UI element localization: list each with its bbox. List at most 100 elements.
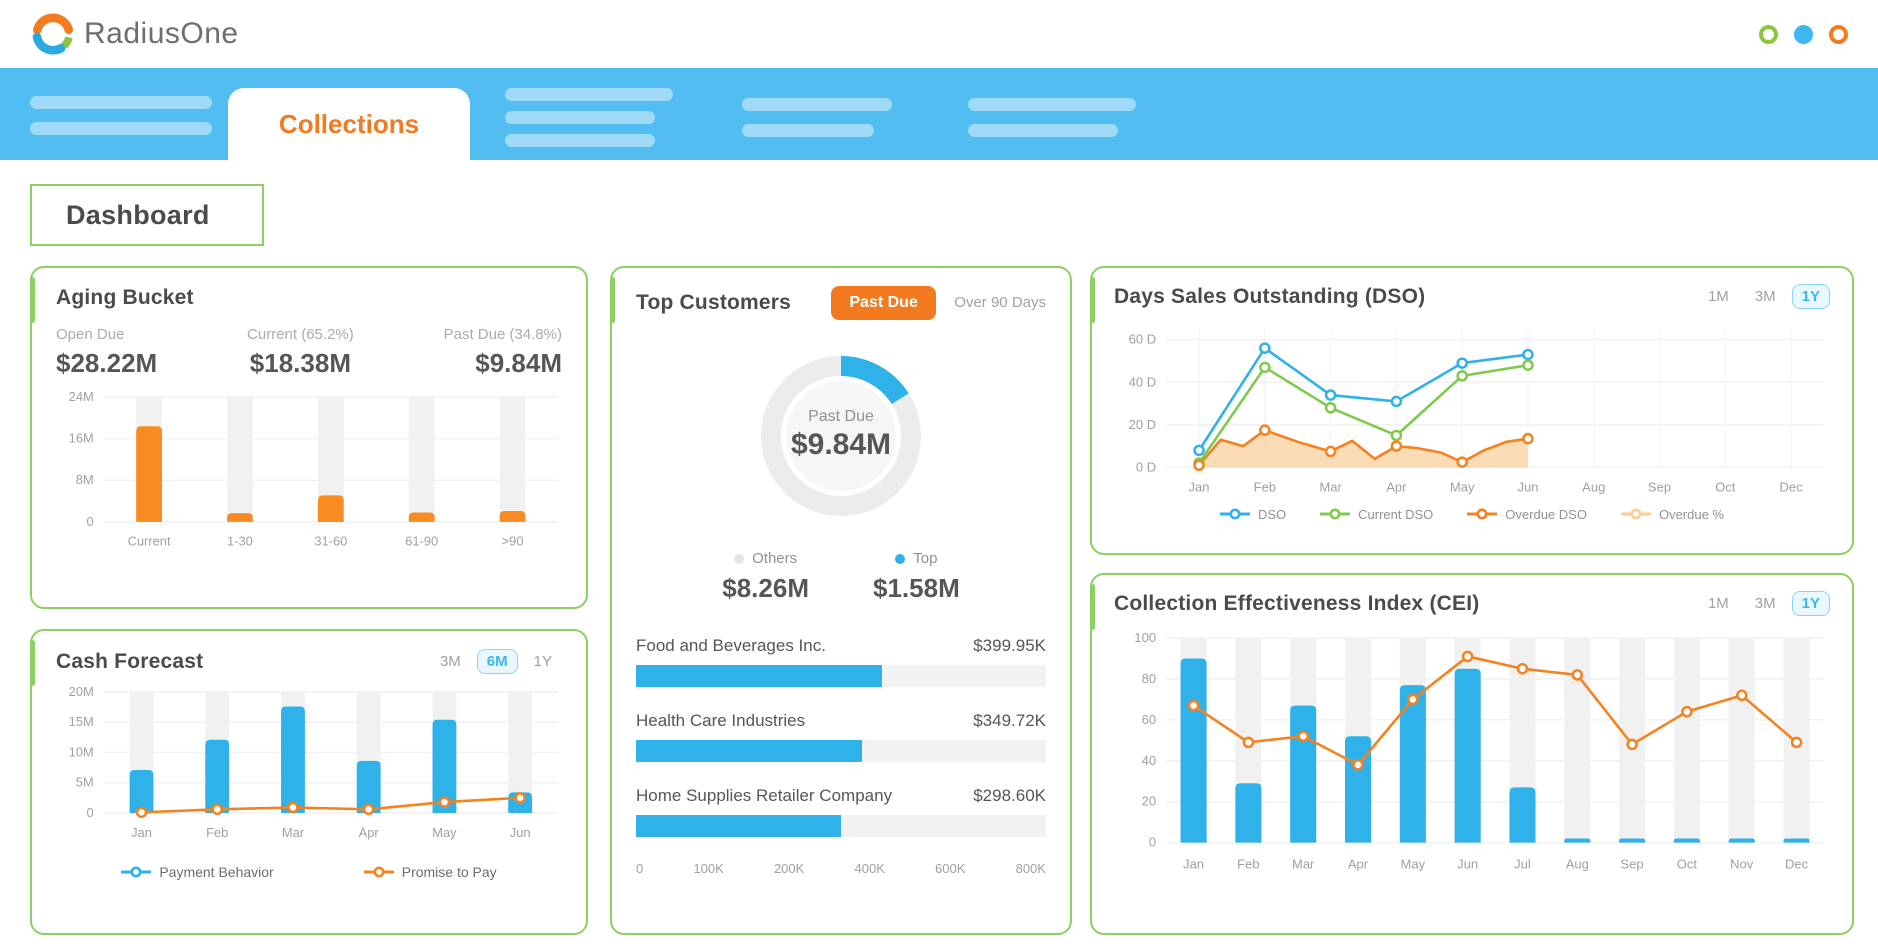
customer-amount: $298.60K xyxy=(973,786,1046,805)
svg-text:Jun: Jun xyxy=(1517,479,1538,494)
toggle-1m[interactable]: 1M xyxy=(1698,591,1739,616)
top-customers-toggle: Past Due Over 90 Days xyxy=(831,286,1046,320)
axis-tick: 600K xyxy=(935,861,966,876)
cash-forecast-legend: Payment Behavior Promise to Pay xyxy=(56,864,562,880)
tab-collections[interactable]: Collections xyxy=(228,88,470,160)
brand-name: RadiusOne xyxy=(84,17,239,50)
aging-bucket-stats: Open Due $28.22M Current (65.2%) $18.38M… xyxy=(56,326,562,379)
top-customers-donut: Past Due $9.84M xyxy=(636,346,1046,526)
nav-placeholder xyxy=(505,134,655,147)
aging-bucket-card: Aging Bucket Open Due $28.22M Current (6… xyxy=(30,266,588,609)
nav-placeholder xyxy=(505,88,673,101)
top-label: Top xyxy=(913,550,938,567)
svg-text:Mar: Mar xyxy=(282,825,305,840)
cash-forecast-range-toggle: 3M 6M 1Y xyxy=(430,649,562,674)
svg-text:Jan: Jan xyxy=(1183,857,1204,872)
svg-text:60: 60 xyxy=(1142,712,1156,727)
svg-text:Jan: Jan xyxy=(1189,479,1210,494)
legend-label: Current DSO xyxy=(1358,506,1434,522)
cash-forecast-card: Cash Forecast 3M 6M 1Y 0 5M 10M 15M 20M Jan Fe… xyxy=(30,629,588,935)
toggle-3m[interactable]: 3M xyxy=(1745,284,1786,309)
cei-card: Collection Effectiveness Index (CEI) 1M … xyxy=(1090,573,1854,935)
svg-text:Aug: Aug xyxy=(1582,479,1605,494)
legend-label: Overdue DSO xyxy=(1505,506,1587,522)
svg-text:Aug: Aug xyxy=(1566,857,1589,872)
customer-row[interactable]: Food and Beverages Inc. $399.95K xyxy=(636,636,1046,687)
nav-bar: Collections xyxy=(0,68,1878,160)
nav-placeholder xyxy=(968,98,1136,111)
customer-bar-track xyxy=(636,815,1046,837)
brand-logo-icon xyxy=(32,13,74,55)
svg-text:24M: 24M xyxy=(69,389,94,404)
legend-item-dso[interactable]: DSO xyxy=(1219,507,1286,522)
blue-dot-icon[interactable] xyxy=(1794,24,1813,44)
svg-text:0 D: 0 D xyxy=(1136,459,1156,474)
svg-text:Mar: Mar xyxy=(1319,479,1342,494)
customer-amount: $399.95K xyxy=(973,636,1046,655)
svg-text:Dec: Dec xyxy=(1779,479,1803,494)
toggle-3m[interactable]: 3M xyxy=(430,649,471,674)
svg-text:Apr: Apr xyxy=(1386,479,1407,494)
svg-text:31-60: 31-60 xyxy=(314,534,347,549)
svg-text:61-90: 61-90 xyxy=(405,534,438,549)
aging-bucket-chart: 0 8M 16M 24M Current 1-30 31-60 61-90 >90 xyxy=(56,387,562,563)
stat-value: $9.84M xyxy=(475,348,562,378)
svg-text:Current: Current xyxy=(128,534,171,549)
legend-item-current-dso[interactable]: Current DSO xyxy=(1320,507,1433,522)
svg-text:Apr: Apr xyxy=(1348,857,1369,872)
customer-row[interactable]: Health Care Industries $349.72K xyxy=(636,711,1046,762)
stat-current: Current (65.2%) $18.38M xyxy=(247,326,354,379)
toggle-1y[interactable]: 1Y xyxy=(1791,284,1830,309)
toggle-3m[interactable]: 3M xyxy=(1745,591,1786,616)
dso-range-toggle: 1M 3M 1Y xyxy=(1698,284,1830,309)
customer-bar-fill xyxy=(636,815,841,837)
brand: RadiusOne xyxy=(30,11,239,57)
legend-item-overdue-[interactable]: Overdue % xyxy=(1620,507,1724,522)
svg-text:10M: 10M xyxy=(69,744,94,759)
legend-item-overdue-dso[interactable]: Overdue DSO xyxy=(1467,507,1587,522)
nav-placeholder xyxy=(505,111,655,124)
over-90-days-button[interactable]: Over 90 Days xyxy=(954,294,1046,311)
others-value: $8.26M xyxy=(722,573,809,603)
nav-placeholder xyxy=(30,122,212,135)
nav-placeholder xyxy=(30,96,212,109)
stat-past-due: Past Due (34.8%) $9.84M xyxy=(444,326,562,379)
green-ring-icon[interactable] xyxy=(1759,24,1778,44)
toggle-1y[interactable]: 1Y xyxy=(1791,591,1830,616)
axis-tick: 100K xyxy=(693,861,724,876)
svg-text:5M: 5M xyxy=(76,775,94,790)
axis-tick: 400K xyxy=(854,861,885,876)
svg-text:0: 0 xyxy=(1149,835,1156,850)
svg-text:Apr: Apr xyxy=(359,825,380,840)
donut-legend-top: Top $1.58M xyxy=(873,550,960,604)
svg-text:Dec: Dec xyxy=(1785,857,1809,872)
axis-tick: 200K xyxy=(773,861,805,876)
svg-text:100: 100 xyxy=(1134,630,1156,645)
svg-text:20M: 20M xyxy=(69,684,94,699)
toggle-6m[interactable]: 6M xyxy=(476,649,518,674)
svg-text:Oct: Oct xyxy=(1715,479,1736,494)
axis-tick: 0 xyxy=(636,861,644,876)
toggle-1m[interactable]: 1M xyxy=(1698,284,1739,309)
svg-text:Feb: Feb xyxy=(1237,857,1259,872)
legend-item-promise-to-pay[interactable]: Promise to Pay xyxy=(363,864,497,880)
stat-value: $18.38M xyxy=(249,348,351,378)
orange-ring-icon[interactable] xyxy=(1829,24,1848,44)
svg-text:Mar: Mar xyxy=(1292,857,1315,872)
cei-range-toggle: 1M 3M 1Y xyxy=(1698,591,1830,616)
cash-forecast-title: Cash Forecast xyxy=(56,649,204,673)
svg-text:Nov: Nov xyxy=(1730,857,1754,872)
past-due-button[interactable]: Past Due xyxy=(831,286,936,320)
aging-bucket-title: Aging Bucket xyxy=(56,286,194,309)
customer-row[interactable]: Home Supplies Retailer Company $298.60K xyxy=(636,786,1046,837)
others-label: Others xyxy=(752,550,798,567)
donut-legend: Others $8.26M Top $1.58M xyxy=(636,550,1046,604)
legend-item-payment-behavior[interactable]: Payment Behavior xyxy=(121,864,274,880)
stat-value: $28.22M xyxy=(56,348,158,378)
svg-text:80: 80 xyxy=(1142,671,1156,686)
toggle-1y[interactable]: 1Y xyxy=(524,649,562,674)
cash-forecast-chart: 0 5M 10M 15M 20M Jan Feb Mar Apr May Jun xyxy=(56,682,562,862)
svg-text:May: May xyxy=(432,825,457,840)
top-customers-title: Top Customers xyxy=(636,291,792,314)
tab-collections-label: Collections xyxy=(278,108,420,139)
